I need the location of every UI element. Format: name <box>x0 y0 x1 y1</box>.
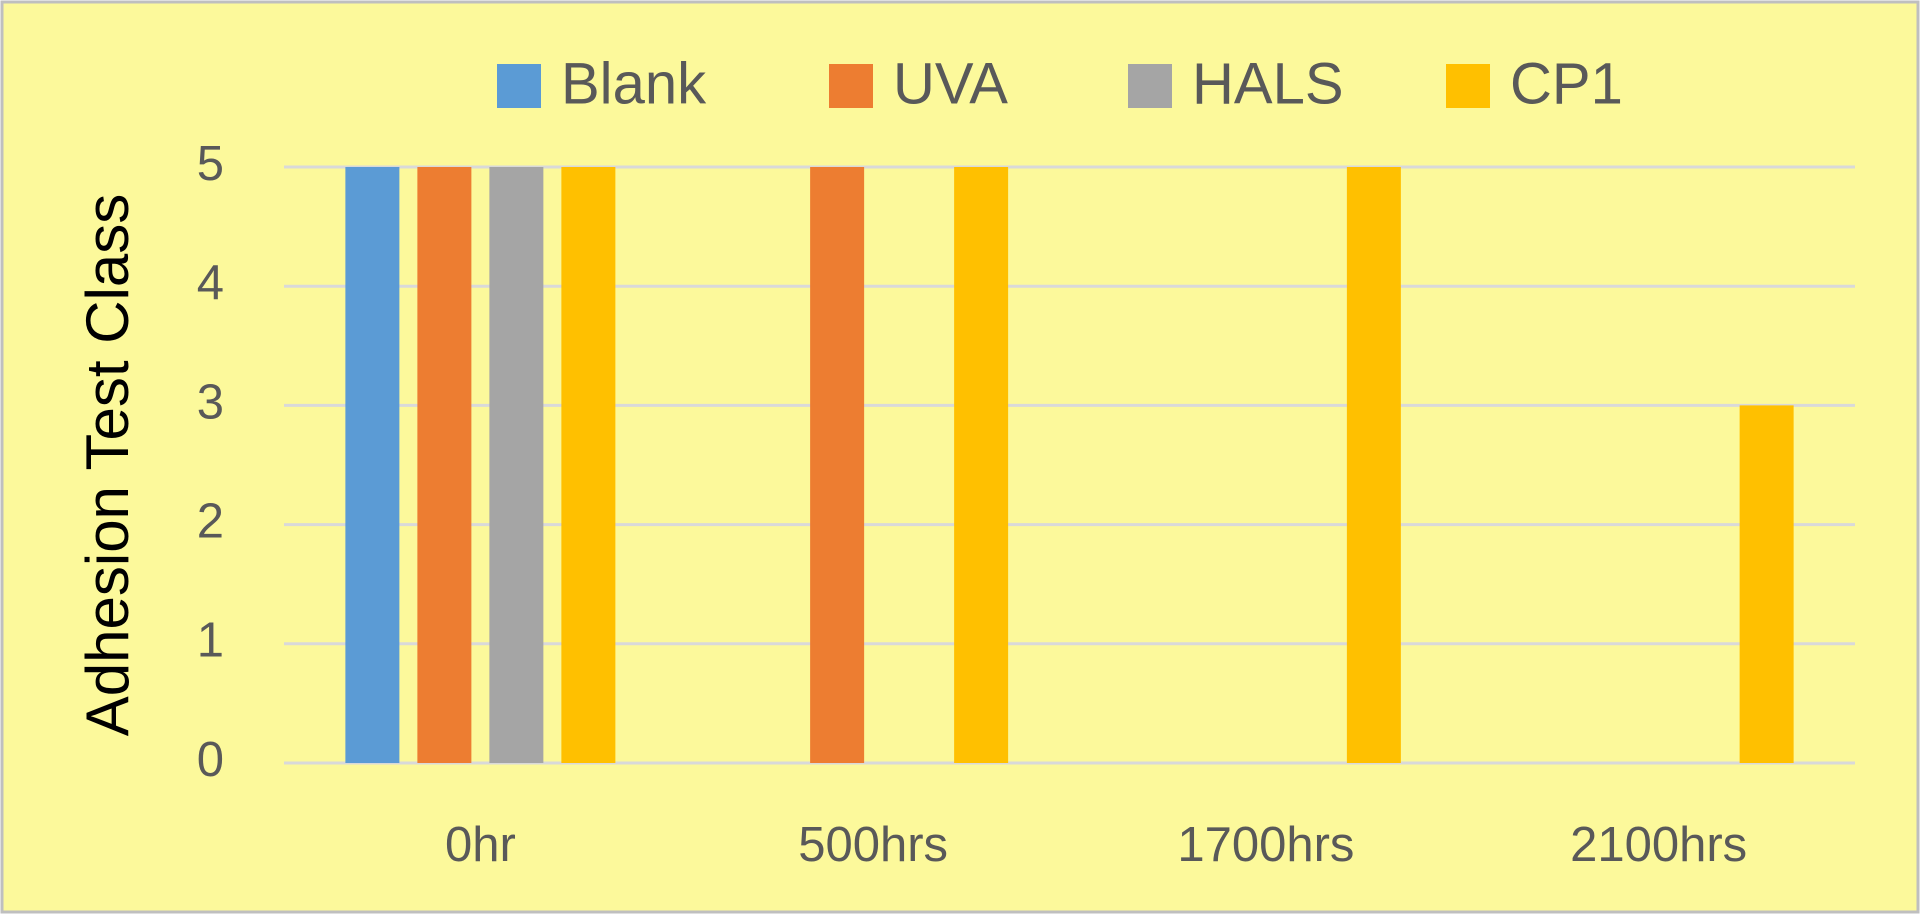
legend-swatch <box>829 64 873 108</box>
legend-label: Blank <box>561 51 707 116</box>
x-tick-label: 0hr <box>445 818 516 872</box>
y-axis-title: Adhesion Test Class <box>74 194 141 737</box>
bar <box>417 167 472 763</box>
x-tick-label: 2100hrs <box>1570 818 1747 872</box>
legend-swatch <box>1128 64 1172 108</box>
y-tick-label: 4 <box>197 256 224 310</box>
bar <box>810 167 865 763</box>
bar <box>561 167 616 763</box>
bar <box>345 167 400 763</box>
y-tick-label: 3 <box>197 375 224 429</box>
bar <box>1739 405 1794 763</box>
bar <box>1346 167 1401 763</box>
legend-label: HALS <box>1192 51 1344 116</box>
legend-swatch <box>1446 64 1490 108</box>
x-tick-label: 500hrs <box>798 818 948 872</box>
legend-label: CP1 <box>1510 51 1623 116</box>
legend-swatch <box>497 64 541 108</box>
y-tick-label: 5 <box>197 137 224 191</box>
y-tick-label: 2 <box>197 495 224 549</box>
bar <box>954 167 1009 763</box>
y-tick-label: 0 <box>197 733 224 787</box>
x-tick-label: 1700hrs <box>1177 818 1354 872</box>
bar <box>489 167 544 763</box>
legend-label: UVA <box>893 51 1008 116</box>
y-tick-label: 1 <box>197 614 224 668</box>
